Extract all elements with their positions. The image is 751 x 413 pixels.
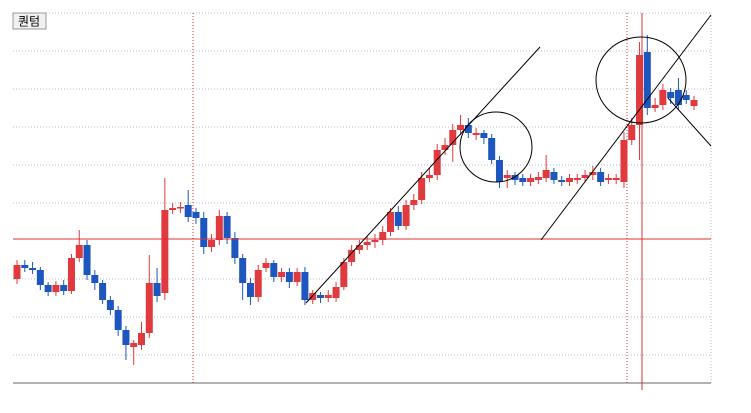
candle-body — [394, 212, 402, 226]
candle-body — [589, 172, 597, 175]
candle-body — [379, 232, 387, 240]
candle-body — [44, 285, 52, 292]
candle-body — [659, 90, 667, 105]
candle-body — [503, 175, 511, 178]
candle-body — [449, 130, 457, 145]
candle-body — [29, 268, 37, 270]
candle-body — [425, 175, 433, 178]
candle-body — [106, 300, 114, 310]
candle-body — [581, 175, 589, 178]
trend-line — [540, 14, 712, 241]
candle-body — [153, 283, 161, 296]
candle-body — [60, 285, 68, 291]
candle-body — [690, 100, 698, 106]
candle-body — [682, 95, 690, 100]
candle-body — [285, 272, 293, 282]
candle-body — [480, 133, 488, 138]
candle-body — [52, 285, 60, 292]
candle-body — [340, 262, 348, 287]
candle-body — [21, 265, 29, 268]
candle-body — [620, 140, 628, 182]
annotations — [13, 13, 712, 390]
candle-body — [99, 283, 107, 300]
candle-body — [550, 172, 558, 180]
candle-body — [130, 343, 138, 347]
candle-body — [387, 212, 395, 232]
candle-body — [239, 258, 247, 283]
candle-body — [176, 207, 184, 209]
candle-body — [208, 240, 216, 247]
candle-body — [161, 210, 169, 293]
trend-line — [667, 97, 712, 147]
candle-body — [114, 310, 122, 330]
candle-body — [628, 125, 636, 140]
candle-body — [558, 180, 566, 182]
candle-body — [441, 145, 449, 150]
circle-marker — [595, 36, 687, 124]
candle-body — [355, 245, 363, 250]
candle-body — [418, 178, 426, 200]
candle-body — [565, 178, 573, 182]
candle-body — [542, 170, 550, 178]
candle-body — [270, 263, 278, 277]
series-label: 퀀텀 — [18, 15, 40, 29]
candle-body — [636, 55, 644, 125]
candle-body — [433, 150, 441, 175]
candle-body — [643, 52, 651, 108]
candle-body — [309, 293, 317, 300]
candle-body — [527, 178, 535, 182]
candle-body — [348, 250, 356, 262]
label-box — [12, 12, 47, 30]
candle-body — [215, 216, 223, 240]
candle-body — [36, 270, 44, 285]
candle-body — [67, 258, 75, 291]
candle-body — [573, 178, 581, 180]
candle-body — [169, 208, 177, 210]
candle-body — [122, 330, 130, 345]
candle-body — [674, 90, 682, 105]
candle-body — [402, 205, 410, 226]
candle-body — [91, 275, 99, 283]
candle-body — [667, 92, 675, 98]
candle-body — [75, 245, 83, 258]
candle-body — [597, 172, 605, 182]
grid — [13, 12, 712, 384]
candle-body — [534, 177, 542, 180]
candle-body — [488, 138, 496, 160]
candle-body — [495, 160, 503, 182]
candle-body — [363, 242, 371, 245]
candle-body — [410, 200, 418, 205]
candle-body — [278, 272, 286, 277]
candle-body — [301, 272, 309, 300]
candle-body — [316, 295, 324, 298]
candle-body — [324, 295, 332, 298]
candle-body — [13, 265, 21, 279]
candle-body — [464, 125, 472, 133]
candle-body — [246, 283, 254, 297]
candle-body — [511, 175, 519, 180]
candle-body — [604, 178, 612, 180]
trend-line — [305, 46, 541, 304]
candles — [13, 35, 698, 365]
candle-body — [612, 178, 620, 180]
candle-body — [200, 218, 208, 247]
candle-body — [83, 245, 91, 275]
circle-marker — [459, 111, 533, 183]
candle-body — [262, 263, 270, 268]
candle-body — [519, 178, 527, 182]
candle-body — [457, 125, 465, 130]
candle-body — [254, 270, 262, 297]
candle-body — [223, 216, 231, 238]
candle-body — [293, 272, 301, 282]
candle-body — [371, 240, 379, 242]
candle-body — [184, 205, 192, 217]
candle-body — [145, 283, 153, 333]
candle-body — [138, 333, 146, 345]
candle-body — [231, 238, 239, 258]
candle-body — [651, 105, 659, 108]
candle-body — [472, 133, 480, 135]
candle-body — [332, 287, 340, 298]
candle-body — [192, 212, 200, 218]
